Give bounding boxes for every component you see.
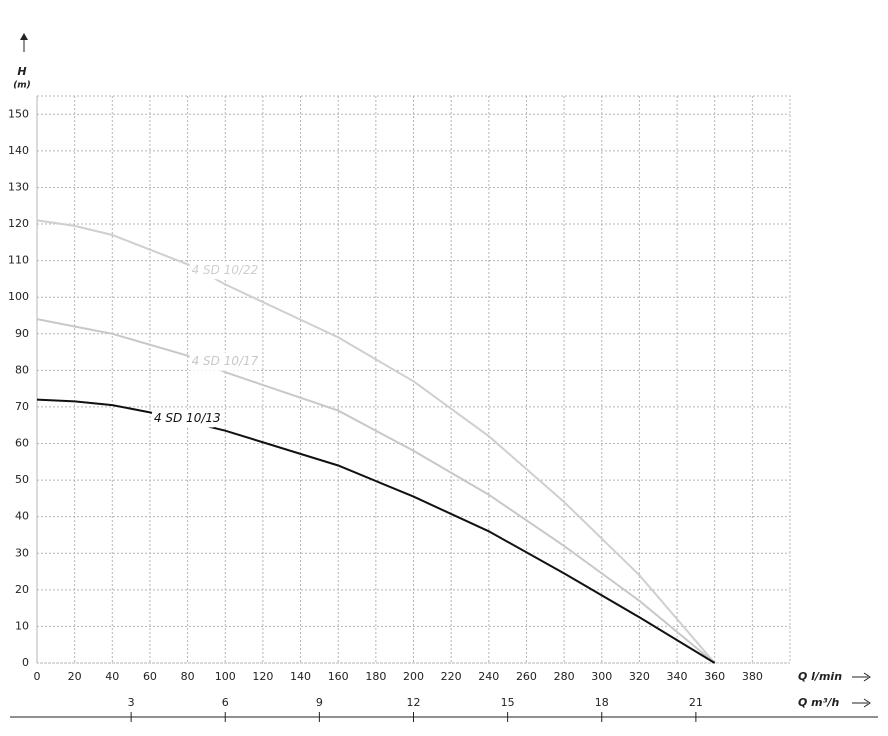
y-tick-label: 150: [8, 107, 29, 120]
curve: [36, 398, 716, 664]
x-tick-label: 60: [143, 670, 157, 683]
x-tick-label: 220: [441, 670, 462, 683]
x-tick-label: 280: [554, 670, 575, 683]
y-tick-label: 100: [8, 290, 29, 303]
y-axis-unit: (m): [13, 81, 31, 91]
y-tick-label: 50: [15, 473, 29, 486]
x2-arrow: [852, 698, 871, 708]
x-axis-title: Q l/min: [798, 670, 842, 683]
x-tick-label: 80: [181, 670, 195, 683]
curve-label: 4 SD 10/13: [154, 411, 221, 425]
x2-tick-label: 21: [689, 696, 703, 709]
x-tick-label: 120: [252, 670, 273, 683]
curve-label: 4 SD 10/17: [192, 354, 259, 368]
curve-label: 4 SD 10/22: [192, 263, 259, 277]
x2-tick-label: 6: [222, 696, 229, 709]
y-tick-label: 70: [15, 400, 29, 413]
x-tick-label: 100: [215, 670, 236, 683]
x-arrow: [852, 672, 871, 682]
x2-tick-label: 12: [407, 696, 421, 709]
y-axis-title: H: [17, 65, 26, 78]
y-tick-label: 30: [15, 546, 29, 559]
x2-tick-label: 15: [501, 696, 515, 709]
x-tick-label: 320: [629, 670, 650, 683]
y-tick-label: 140: [8, 144, 29, 157]
label-gap: [189, 261, 252, 280]
x-tick-label: 40: [105, 670, 119, 683]
x-tick-label: 0: [34, 670, 41, 683]
x2-tick-label: 3: [128, 696, 135, 709]
y-tick-label: 90: [15, 327, 29, 340]
x-tick-label: 160: [328, 670, 349, 683]
x2-tick-label: 18: [595, 696, 609, 709]
x-tick-label: 200: [403, 670, 424, 683]
x2-tick-label: 9: [316, 696, 323, 709]
x-tick-label: 140: [290, 670, 311, 683]
label-gap: [151, 409, 214, 428]
x-tick-label: 300: [591, 670, 612, 683]
y-tick-label: 110: [8, 254, 29, 267]
x-tick-label: 360: [704, 670, 725, 683]
x2-axis-title: Q m³/h: [798, 696, 839, 709]
y-tick-label: 130: [8, 180, 29, 193]
x-tick-label: 20: [68, 670, 82, 683]
x-tick-label: 380: [742, 670, 763, 683]
curve: [36, 318, 716, 664]
x-tick-label: 240: [478, 670, 499, 683]
y-tick-label: 60: [15, 437, 29, 450]
curve: [36, 219, 716, 664]
label-gap: [189, 352, 252, 371]
y-tick-label: 80: [15, 363, 29, 376]
y-tick-label: 0: [22, 656, 29, 669]
x-tick-label: 180: [365, 670, 386, 683]
y-tick-label: 10: [15, 619, 29, 632]
y-arrow-head: [20, 33, 28, 40]
x-tick-label: 340: [667, 670, 688, 683]
x-tick-label: 260: [516, 670, 537, 683]
y-tick-label: 20: [15, 583, 29, 596]
y-tick-label: 40: [15, 510, 29, 523]
y-tick-label: 120: [8, 217, 29, 230]
